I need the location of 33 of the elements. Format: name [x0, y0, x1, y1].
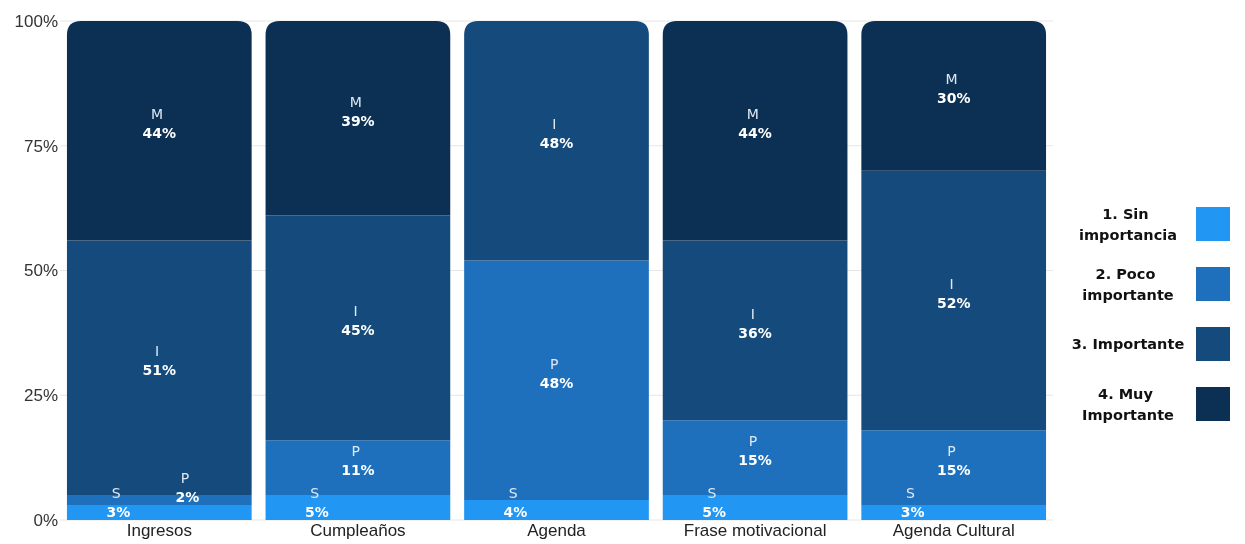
legend-label: 2. Poco importante	[1082, 265, 1174, 303]
data-label: P 15%	[936, 443, 971, 479]
data-label: S 4%	[503, 485, 528, 520]
data-label: S 5%	[702, 485, 726, 520]
data-label: M 39%	[341, 93, 375, 129]
legend-label: 1. Sin importancia	[1079, 205, 1177, 243]
data-label: P 11%	[341, 443, 375, 479]
y-tick-label: 50%	[23, 261, 58, 281]
legend-label: 3. Importante	[1071, 336, 1185, 352]
y-tick-label: 100%	[14, 11, 58, 31]
data-label: I 52%	[936, 275, 971, 311]
x-tick-label: Agenda	[527, 521, 587, 541]
data-label: M 30%	[936, 71, 971, 107]
data-label: P 2%	[175, 470, 200, 506]
legend-label: 4. Muy Importante	[1082, 385, 1175, 423]
x-tick-label: Frase motivacional	[683, 521, 827, 541]
data-label: I 45%	[341, 303, 375, 339]
data-label: P 15%	[738, 433, 772, 469]
data-label: S 5%	[305, 485, 329, 520]
data-label: S 3%	[106, 485, 131, 520]
x-tick-label: Agenda Cultural	[892, 521, 1015, 541]
data-label: I 48%	[539, 116, 574, 152]
y-tick-label: 0%	[33, 510, 58, 530]
y-tick-label: 75%	[23, 136, 58, 156]
y-tick-label: 25%	[23, 386, 58, 406]
x-tick-label: Ingresos	[126, 521, 192, 541]
data-label: P 48%	[539, 355, 574, 391]
data-label: S 3%	[900, 485, 925, 520]
x-tick-label: Cumpleaños	[310, 521, 406, 541]
data-label: I 51%	[142, 343, 177, 379]
data-label: I 36%	[738, 305, 772, 341]
data-label: M 44%	[738, 106, 772, 142]
data-label: M 44%	[142, 106, 177, 142]
